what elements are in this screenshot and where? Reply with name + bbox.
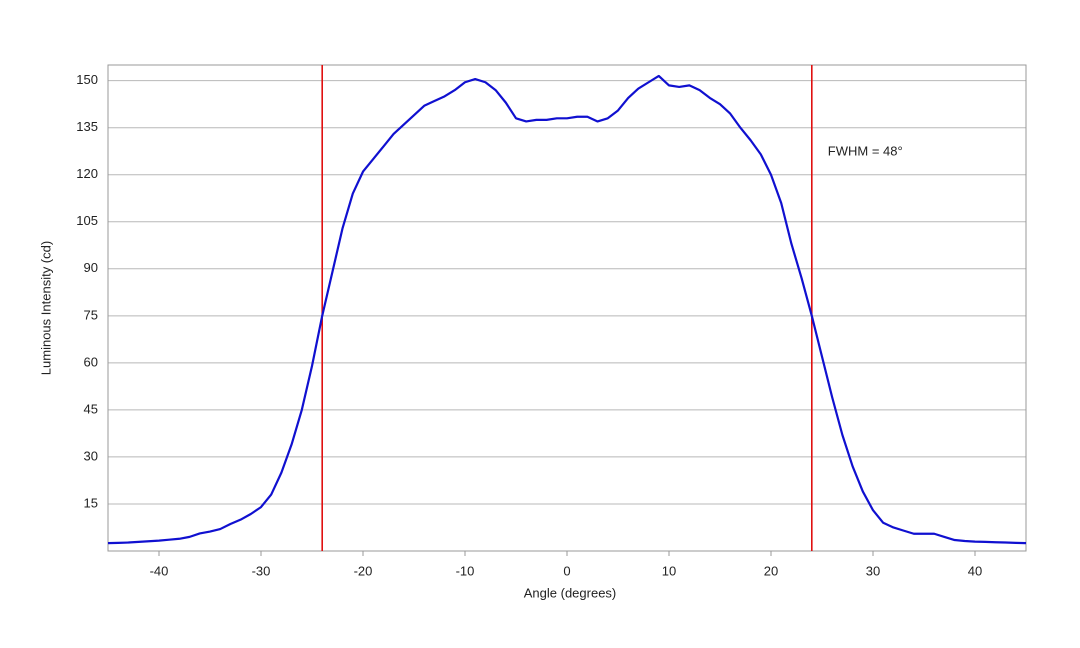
y-tick-label: 150 xyxy=(76,72,98,87)
y-tick-label: 45 xyxy=(84,401,98,416)
x-axis-label: Angle (degrees) xyxy=(524,585,617,600)
y-tick-label: 60 xyxy=(84,354,98,369)
x-tick-label: -20 xyxy=(354,563,373,578)
x-tick-label: 20 xyxy=(764,563,778,578)
y-tick-label: 90 xyxy=(84,260,98,275)
x-tick-label: -10 xyxy=(456,563,475,578)
y-tick-label: 75 xyxy=(84,307,98,322)
annotation: FWHM = 48° xyxy=(828,143,903,158)
x-tick-label: 0 xyxy=(563,563,570,578)
data-line xyxy=(107,74,1027,545)
x-tick-label: 10 xyxy=(662,563,676,578)
x-tick-label: -30 xyxy=(252,563,271,578)
y-tick-label: 30 xyxy=(84,448,98,463)
y-tick-label: 120 xyxy=(76,166,98,181)
y-tick-label: 105 xyxy=(76,213,98,228)
plot-frame xyxy=(107,64,1027,552)
y-tick-label: 135 xyxy=(76,119,98,134)
y-tick-label: 15 xyxy=(84,495,98,510)
x-tick-label: 30 xyxy=(866,563,880,578)
y-axis-label: Luminous Intensity (cd) xyxy=(38,241,53,375)
x-tick-label: -40 xyxy=(150,563,169,578)
x-tick-label: 40 xyxy=(968,563,982,578)
